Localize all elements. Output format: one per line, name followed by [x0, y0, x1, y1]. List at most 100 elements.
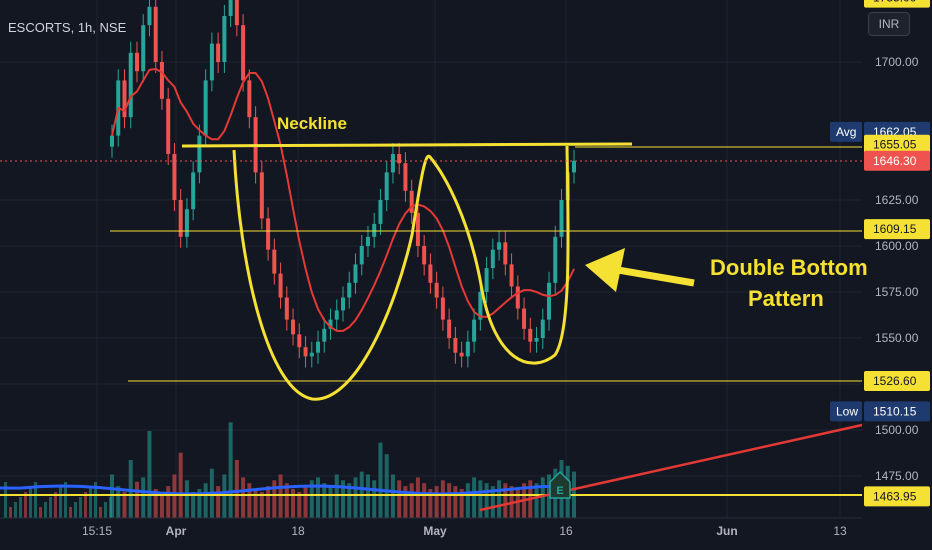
candle-body [515, 286, 520, 309]
price-tag-value: 1526.60 [873, 374, 917, 388]
candle-body [216, 43, 221, 62]
candle-body [390, 154, 395, 173]
candle-body [303, 347, 308, 357]
candle-body [440, 297, 445, 320]
candle-body [291, 319, 296, 335]
volume-bar [110, 474, 114, 518]
candle-body [434, 282, 439, 298]
volume-bar [14, 502, 17, 518]
candle-body [465, 341, 470, 357]
volume-bar [147, 431, 152, 518]
volume-bar [259, 491, 264, 518]
candle-body [572, 160, 576, 173]
candle-body [478, 292, 483, 320]
volume-bar [459, 489, 464, 518]
candle-body [447, 319, 452, 338]
volume-bar [284, 483, 289, 518]
volume-bar [378, 442, 383, 518]
price-tag-label: Avg [836, 125, 856, 139]
volume-bar [415, 477, 420, 518]
price-tick-label: 1700.00 [875, 55, 919, 69]
candle-body [203, 80, 208, 136]
volume-bar [134, 481, 139, 518]
volume-bar [297, 491, 302, 518]
volume-bar [447, 483, 452, 518]
price-tag-value: 1463.95 [873, 489, 917, 503]
time-tick-label: 16 [559, 524, 573, 538]
volume-bar [197, 489, 202, 518]
volume-bar [9, 507, 12, 518]
volume-bar [390, 474, 395, 518]
volume-bar [178, 452, 183, 518]
volume-bar [465, 483, 470, 518]
axis-background [862, 0, 932, 550]
volume-bar [547, 474, 552, 518]
candle-body [316, 341, 321, 353]
time-axis[interactable]: 15:15 Apr 18 May 16 Jun 13 [0, 517, 862, 538]
candle-body [409, 190, 414, 213]
volume-bar [453, 486, 458, 518]
volume-bar [266, 486, 271, 518]
volume-bar [4, 482, 7, 518]
candle-body [553, 236, 558, 283]
volume-bar [334, 474, 339, 518]
drawing-overlays [0, 142, 863, 512]
time-tick-label: May [423, 524, 447, 538]
volume-bar [372, 480, 377, 518]
volume-bar [49, 497, 52, 518]
candle-body [159, 62, 164, 99]
price-axis[interactable]: 1475.001500.001525.001550.001575.001600.… [830, 0, 932, 550]
volume-bar [428, 489, 433, 518]
candle-body [497, 242, 502, 250]
candle-body [384, 172, 389, 200]
volume-bar [534, 483, 539, 518]
volume-bar [409, 483, 414, 518]
volume-bar [272, 480, 277, 518]
candle-body [415, 212, 420, 246]
candle-body [472, 319, 477, 342]
price-tag [864, 486, 930, 507]
candle-body [209, 43, 214, 81]
candle-body [284, 297, 289, 320]
volume-bar [64, 482, 67, 518]
currency-button[interactable]: INR [868, 12, 910, 36]
volume-bar [84, 492, 87, 518]
candle-body [341, 297, 345, 311]
price-tag-value: 1510.15 [873, 404, 917, 418]
volume-bar [497, 480, 502, 518]
volume-bar [353, 477, 358, 518]
volume-bar [184, 480, 189, 518]
event-marker[interactable]: E [549, 470, 571, 499]
candle-body [191, 172, 196, 210]
price-tag-label-bg [830, 121, 862, 142]
volume-bar [341, 480, 345, 518]
price-tag [864, 150, 930, 171]
price-tag-value: 1646.30 [873, 154, 917, 168]
volume-bar [29, 487, 32, 518]
candle-body [110, 135, 114, 147]
candle-body [372, 223, 377, 237]
double-bottom-left-loop [232, 145, 570, 401]
volume-bar [309, 480, 314, 518]
volume-bar [472, 477, 477, 518]
price-tick-label: 1475.00 [875, 469, 919, 483]
pattern-label-line1: Double Bottom [710, 255, 868, 280]
pattern-arrow [611, 265, 695, 287]
trend-line [479, 423, 863, 512]
price-tag-label: Low [836, 404, 858, 418]
volume-bar [24, 492, 27, 518]
volume-bar [241, 477, 246, 518]
price-tag [864, 134, 930, 155]
candle-body [347, 282, 352, 298]
candle-body [534, 338, 539, 342]
volume-bar [234, 460, 239, 518]
volume-bar [109, 497, 112, 518]
candle-body [509, 264, 514, 287]
price-tick-label: 1600.00 [875, 239, 919, 253]
volume-bar [515, 489, 520, 518]
volume-bar [440, 480, 445, 518]
candle-body [241, 25, 246, 81]
price-tag [864, 371, 930, 392]
volume-bars [0, 422, 576, 518]
